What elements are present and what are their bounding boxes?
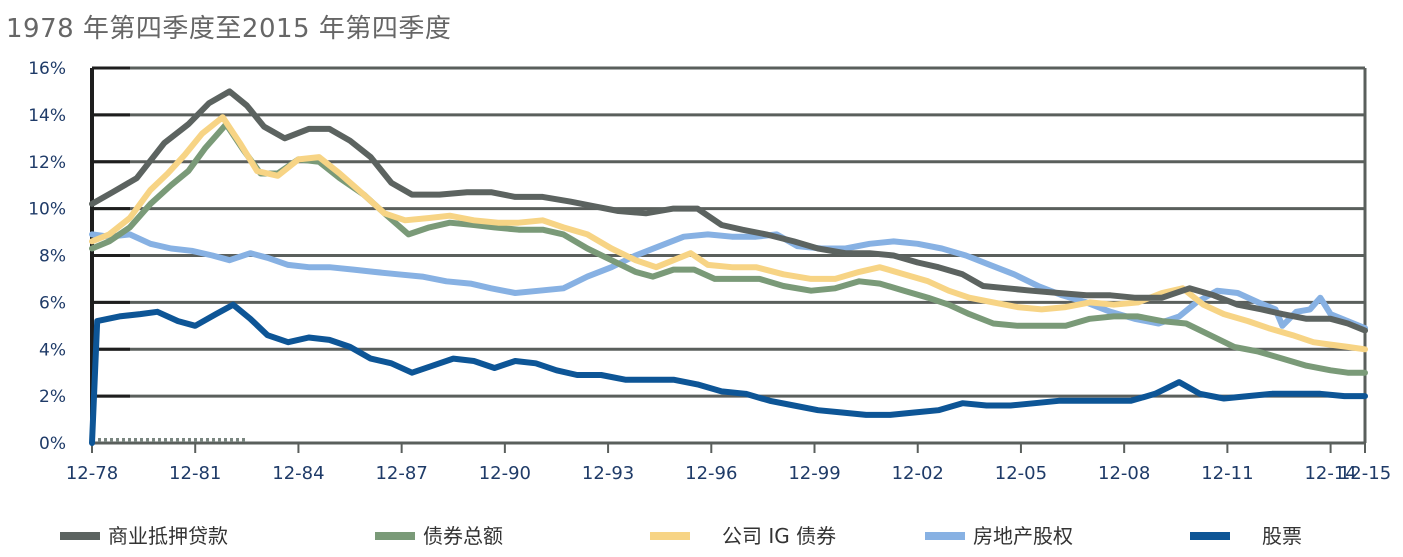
x-tick-label: 12-81: [169, 463, 221, 484]
grid: [92, 66, 1365, 398]
x-tick-label: 12-11: [1201, 463, 1253, 484]
y-tick-label: 8%: [39, 247, 66, 267]
x-tick-label: 12-78: [66, 463, 118, 484]
x-tick-label: 12-15: [1339, 463, 1391, 484]
legend-label: 公司 IG 债券: [722, 524, 836, 548]
x-tick-label: 12-08: [1098, 463, 1150, 484]
series-line-3: [89, 114, 1368, 353]
series-line-4: [89, 231, 1368, 332]
y-tick-label: 14%: [28, 106, 66, 126]
y-tick-label: 10%: [28, 200, 66, 220]
y-tick-label: 2%: [39, 387, 66, 407]
legend: 商业抵押贷款 债券总额 公司 IG 债券 房地产股权 股票: [60, 524, 1302, 548]
chart-title: 1978 年第四季度至2015 年第四季度: [6, 14, 452, 44]
x-tick-label: 12-14: [1304, 463, 1356, 484]
axes: 0% 2% 4% 6% 8% 10% 12% 14% 16% 12-78 12-81 12-84 12-…: [28, 59, 1391, 484]
x-tick-label: 12-02: [892, 463, 944, 484]
legend-label: 房地产股权: [973, 524, 1073, 548]
series-group: [89, 88, 1368, 446]
x-tick-label: 12-96: [685, 463, 737, 484]
y-tick-label: 6%: [39, 293, 66, 313]
series-line-5: [89, 301, 1368, 446]
x-tick-label: 12-05: [995, 463, 1047, 484]
y-tick-label: 0%: [39, 434, 66, 454]
legend-label: 股票: [1262, 524, 1302, 548]
y-tick-label: 12%: [28, 153, 66, 173]
x-tick-label: 12-93: [582, 463, 634, 484]
x-tick-label: 12-87: [375, 463, 427, 484]
y-tick-label: 4%: [39, 340, 66, 360]
series-line-1: [89, 88, 1368, 334]
y-tick-label: 16%: [28, 59, 66, 79]
x-tick-label: 12-99: [788, 463, 840, 484]
x-tick-label: 12-90: [479, 463, 531, 484]
x-tick-label: 12-84: [272, 463, 324, 484]
legend-label: 商业抵押贷款: [108, 524, 228, 548]
legend-label: 债券总额: [423, 524, 503, 548]
